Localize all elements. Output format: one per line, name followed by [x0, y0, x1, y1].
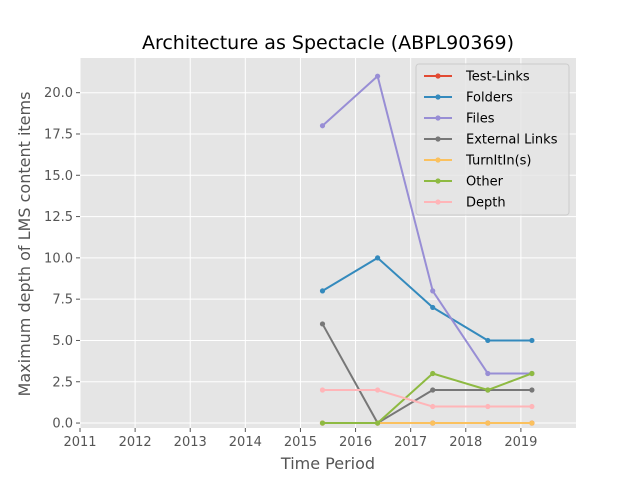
data-point [485, 403, 491, 410]
x-tick-label: 2012 [119, 435, 152, 450]
data-point [319, 387, 326, 393]
series-6 [319, 387, 535, 410]
x-tick-label: 2017 [394, 435, 427, 450]
y-tick-label: 20.0 [44, 86, 73, 101]
data-point [529, 370, 535, 377]
legend-label: Test-Links [465, 70, 530, 85]
x-tick-label: 2016 [339, 435, 372, 450]
legend-label: TurnItIn(s) [465, 154, 531, 169]
legend-marker [435, 178, 441, 184]
legend-item: Folders [424, 91, 513, 106]
series-1 [319, 255, 535, 344]
y-tick-label: 15.0 [44, 169, 73, 184]
y-tick-label: 0.0 [52, 417, 73, 432]
legend-marker [435, 199, 441, 205]
y-tick-label: 2.5 [52, 375, 73, 390]
chart-title: Architecture as Spectacle (ABPL90369) [142, 32, 514, 54]
series-5 [319, 370, 535, 426]
data-point [375, 387, 381, 393]
legend-marker [435, 73, 441, 79]
data-point [430, 387, 436, 393]
x-tick-label: 2013 [174, 435, 207, 450]
legend-label: External Links [466, 133, 558, 148]
series-layer [319, 73, 535, 426]
legend-item: TurnItIn(s) [424, 154, 531, 169]
data-point [430, 403, 436, 410]
legend-item: Files [424, 112, 495, 127]
data-point [430, 420, 436, 426]
legend-item: Test-Links [424, 70, 530, 85]
y-tick-label: 5.0 [52, 334, 73, 349]
data-point [375, 255, 381, 261]
data-point [430, 288, 436, 294]
data-point [375, 420, 381, 426]
legend-label: Folders [466, 91, 513, 106]
data-point [529, 403, 535, 410]
x-tick-label: 2014 [229, 435, 262, 450]
data-point [319, 321, 326, 327]
data-point [529, 337, 535, 344]
x-tick-label: 2019 [504, 435, 537, 450]
legend-marker [435, 94, 441, 100]
y-tick-label: 12.5 [44, 210, 73, 225]
data-point [375, 73, 381, 79]
y-tick-label: 7.5 [52, 293, 73, 308]
x-tick-label: 2018 [449, 435, 482, 450]
x-tick-label: 2011 [63, 435, 96, 450]
data-point [485, 370, 491, 377]
data-point [529, 420, 535, 426]
legend-item: Depth [424, 196, 506, 211]
data-point [430, 304, 436, 311]
tick-labels: 2011 2012 2013 2014 2015 2016 2017 2018 2019 0.0 2… [44, 86, 537, 450]
data-point [430, 370, 436, 377]
legend-marker [435, 136, 441, 142]
y-tick-label: 17.5 [44, 127, 73, 142]
legend-marker [435, 115, 441, 121]
y-tick-label: 10.0 [44, 251, 73, 266]
legend: Test-Links Folders Files External Links Turn… [415, 63, 570, 216]
data-point [319, 288, 326, 294]
legend-box [415, 63, 570, 216]
data-point [529, 387, 535, 393]
legend-item: Other [424, 175, 504, 190]
legend-label: Depth [466, 196, 506, 211]
legend-label: Other [466, 175, 504, 190]
legend-label: Files [466, 112, 495, 127]
x-axis-label: Time Period [280, 454, 375, 473]
data-point [485, 420, 491, 426]
x-tick-label: 2015 [284, 435, 317, 450]
y-axis-label: Maximum depth of LMS content items [15, 92, 34, 397]
data-point [319, 123, 326, 129]
data-point [485, 387, 491, 393]
data-point [485, 337, 491, 344]
legend-item: External Links [424, 133, 558, 148]
data-point [319, 420, 326, 426]
legend-marker [435, 157, 441, 163]
